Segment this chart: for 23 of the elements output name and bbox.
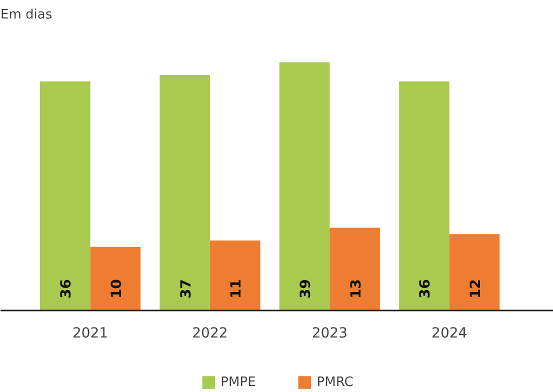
x-tick-label: 2022	[192, 326, 228, 342]
x-tick-label: 2021	[72, 326, 108, 342]
x-tick-label: 2023	[312, 326, 348, 342]
legend-label: PMPE	[220, 374, 256, 390]
bar	[449, 234, 500, 311]
bar	[330, 228, 380, 311]
data-label: 37	[178, 279, 194, 299]
legend-label: PMRC	[316, 374, 354, 390]
bar	[279, 62, 330, 311]
x-tick-label: 2024	[432, 326, 468, 342]
chart-title: Em dias	[0, 8, 52, 22]
data-label: 11	[228, 279, 245, 299]
bar	[160, 74, 210, 311]
data-label: 12	[468, 279, 484, 299]
data-label: 13	[348, 279, 364, 299]
bar	[90, 246, 141, 311]
bar	[210, 240, 260, 311]
bar	[399, 81, 450, 311]
data-label: 39	[298, 279, 314, 299]
bar	[40, 81, 90, 311]
data-label: 36	[418, 279, 434, 299]
data-label: 10	[108, 278, 125, 299]
data-label: 36	[58, 279, 75, 299]
